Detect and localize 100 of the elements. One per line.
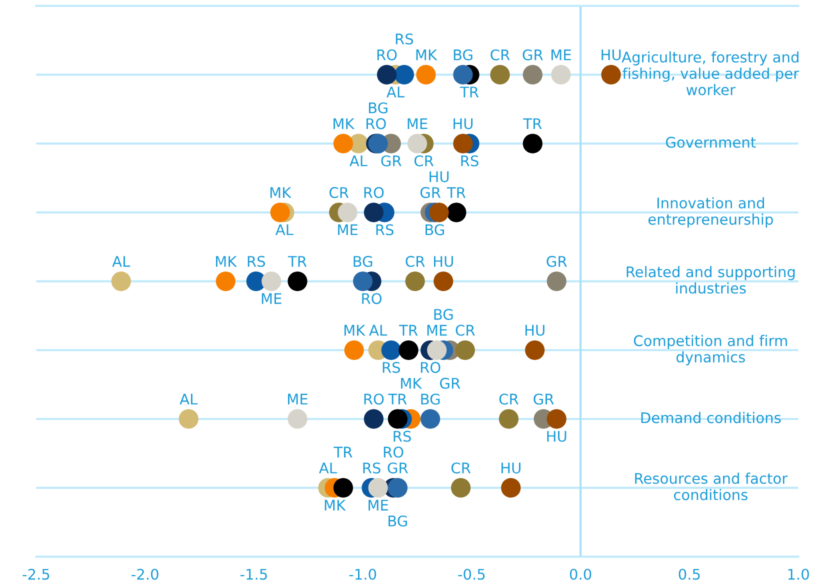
point [111,271,131,292]
point [288,409,308,429]
point [333,478,354,498]
text: HU [502,462,520,474]
text: RS [382,362,400,373]
point [427,340,447,360]
x-tick-label: -2.0 [132,568,158,580]
text: RO [364,394,384,405]
text: RS [461,155,478,166]
text: HU [434,256,453,267]
text: MK [270,187,292,198]
series-label: RO [362,293,382,304]
text: BG [454,49,472,60]
text: RS [363,462,380,474]
text: AL [276,224,294,236]
text: HU [602,50,621,60]
text: TR [398,324,418,336]
text: BG [354,256,372,267]
y-tick-label: Resources and factor conditions [635,472,788,500]
point [407,134,428,154]
text: RO [384,446,404,458]
text: MK [216,256,238,267]
point [420,409,440,429]
text: RO [366,118,386,130]
text: BG [421,394,440,405]
series-label: HU [547,430,566,442]
point [434,271,454,292]
text: CR [406,256,425,267]
text: CR [456,324,475,336]
point [455,340,475,360]
point [405,271,425,292]
text: HU [454,118,473,130]
x-tick-label: -1.5 [240,568,267,580]
text: TR [288,256,307,267]
point [353,271,373,292]
x-tick-label: -0.5 [458,568,485,580]
series-label: BG [426,224,444,236]
point [333,134,354,154]
point [388,409,408,429]
text: TR [446,187,466,198]
text: RS [376,224,394,236]
text: ME [427,324,447,336]
text: CR [490,49,510,60]
text: RS [396,33,414,45]
text: ME [288,394,308,404]
point [601,64,621,85]
point [453,64,473,85]
text: BG [388,515,407,527]
text: AL [350,156,368,166]
point [525,340,545,360]
text: BG [368,102,388,114]
text: GR [440,378,460,389]
y-tick-label: Demand conditions [641,412,781,424]
series-label: TR [460,86,479,98]
text: GR [388,462,408,474]
x-tick-label: 1.0 [788,568,809,580]
point [450,478,471,498]
text: MK [401,378,422,389]
x-tick-label: -1.0 [349,568,376,580]
text: TR [388,394,407,404]
point [394,64,414,85]
point [288,271,308,292]
point [501,478,521,498]
y-tick-label: Agriculture, forestry and fishing, value added per worker [622,51,800,96]
text: HU [525,324,544,336]
text: TR [523,118,542,130]
point [338,202,358,222]
y-tick-label: Related and supporting industries [626,266,795,294]
series-label: ME [262,293,282,304]
text: AL [112,256,130,267]
point [498,409,519,429]
y-tick-label: Competition and firm dynamics [634,334,787,366]
text: MK [344,324,366,336]
text: GR [546,256,567,267]
text: MK [334,118,355,130]
x-tick-label: 0.0 [570,568,592,580]
point [551,64,571,85]
text: AL [180,394,198,404]
x-tick-label: -2.5 [22,568,50,580]
point [398,340,418,360]
text: TR [334,446,352,458]
text: ME [338,224,358,236]
point [522,134,542,154]
point [429,202,449,222]
series-label: CR [414,155,434,166]
point [546,409,566,429]
point [376,64,397,85]
text: AL [369,324,388,336]
point [381,340,401,360]
y-tick-label: Government [666,136,756,148]
point [178,409,198,429]
text: GR [522,49,543,60]
text: ME [552,50,571,60]
text: MK [416,50,438,60]
point [522,64,542,85]
text: CR [330,187,349,198]
point [216,271,236,292]
point [453,134,473,154]
text: GR [534,394,554,405]
series-label: AL [386,86,404,98]
